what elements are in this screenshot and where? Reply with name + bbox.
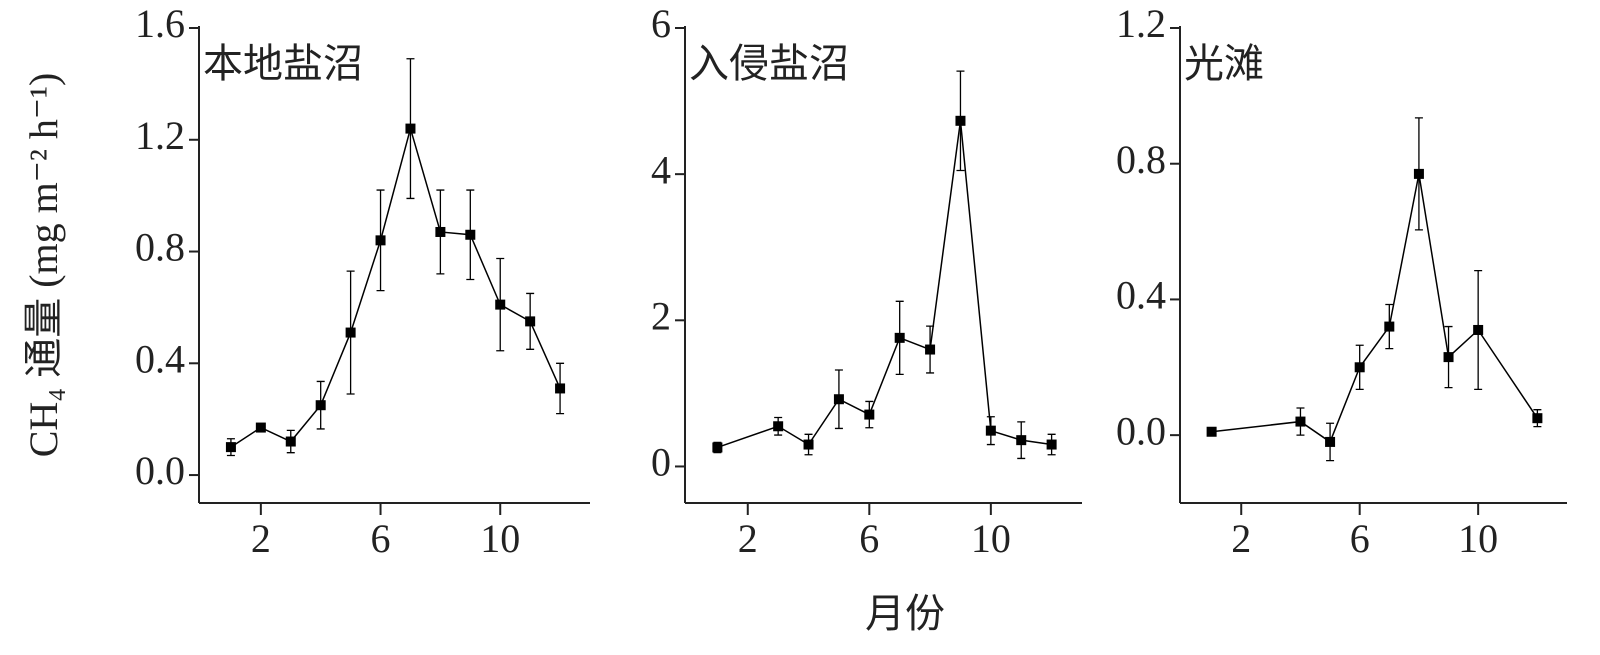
data-point (1046, 439, 1057, 450)
data-point (712, 442, 723, 453)
x-tick-label: 2 (251, 516, 271, 561)
data-point (1443, 352, 1454, 363)
y-tick-label: 4 (651, 147, 671, 192)
x-tick-label: 10 (1458, 516, 1498, 561)
y-axis-label: CH₄ 通量 (mg m⁻² h⁻¹) (21, 73, 66, 458)
data-point (225, 442, 236, 453)
data-line (230, 125, 561, 448)
x-tick-label: 2 (738, 516, 758, 561)
panel-title: 入侵盐沼 (689, 41, 849, 86)
data-point (1473, 324, 1484, 335)
data-point (1384, 321, 1395, 332)
data-point (1413, 168, 1424, 179)
data-point (773, 421, 784, 432)
data-point (465, 229, 476, 240)
data-point (345, 327, 356, 338)
panel-title: 本地盐沼 (203, 41, 363, 86)
data-point (525, 316, 536, 327)
y-tick-label: 0 (651, 440, 671, 485)
x-tick-label: 6 (1350, 516, 1370, 561)
data-point (1206, 426, 1217, 437)
data-point (1532, 413, 1543, 424)
data-point (985, 425, 996, 436)
data-line (717, 120, 1052, 449)
data-point (1354, 362, 1365, 373)
x-tick-label: 6 (859, 516, 879, 561)
data-point (315, 400, 326, 411)
x-tick-label: 2 (1231, 516, 1251, 561)
data-point (555, 383, 566, 394)
data-point (1295, 416, 1306, 427)
data-point (435, 226, 446, 237)
data-point (1325, 436, 1336, 447)
data-point (495, 299, 506, 310)
y-tick-label: 0.0 (1116, 408, 1166, 453)
data-point (925, 344, 936, 355)
data-point (833, 394, 844, 405)
y-tick-label: 0.8 (135, 225, 185, 270)
data-point (375, 235, 386, 246)
data-point (955, 115, 966, 126)
x-axis-label: 月份 (865, 591, 945, 636)
y-tick-label: 0.0 (135, 448, 185, 493)
data-line (1211, 173, 1539, 444)
y-tick-label: 0.4 (135, 336, 185, 381)
data-point (255, 422, 266, 433)
y-tick-label: 6 (651, 1, 671, 46)
x-tick-label: 6 (371, 516, 391, 561)
data-point (803, 439, 814, 450)
y-tick-label: 1.2 (1116, 1, 1166, 46)
y-tick-label: 2 (651, 293, 671, 338)
x-tick-label: 10 (480, 516, 520, 561)
data-point (405, 123, 416, 134)
y-tick-label: 0.8 (1116, 137, 1166, 182)
y-tick-label: 0.4 (1116, 273, 1166, 318)
y-tick-label: 1.2 (135, 113, 185, 158)
data-point (285, 436, 296, 447)
panel-title: 光滩 (1184, 41, 1264, 86)
data-point (864, 409, 875, 420)
data-point (1016, 435, 1027, 446)
data-point (894, 332, 905, 343)
x-tick-label: 10 (971, 516, 1011, 561)
y-tick-label: 1.6 (135, 1, 185, 46)
